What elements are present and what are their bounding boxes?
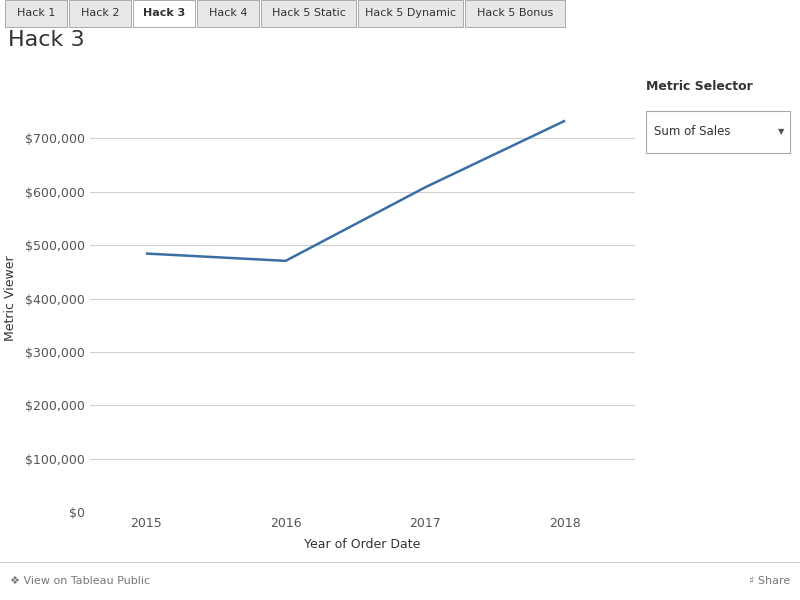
Text: Hack 5 Dynamic: Hack 5 Dynamic bbox=[365, 8, 456, 19]
Bar bbox=[197, 0, 259, 26]
Bar bbox=[5, 0, 67, 26]
Text: Hack 1: Hack 1 bbox=[17, 8, 55, 19]
Y-axis label: Metric Viewer: Metric Viewer bbox=[4, 256, 17, 341]
Bar bbox=[465, 0, 565, 26]
Text: Hack 2: Hack 2 bbox=[81, 8, 119, 19]
Text: ♯ Share: ♯ Share bbox=[749, 576, 790, 586]
Bar bbox=[133, 0, 195, 26]
Text: Hack 3: Hack 3 bbox=[8, 30, 85, 50]
Text: Hack 5 Static: Hack 5 Static bbox=[271, 8, 346, 19]
Bar bbox=[261, 0, 356, 26]
Bar bbox=[646, 111, 790, 153]
Bar bbox=[69, 0, 131, 26]
Text: Hack 5 Bonus: Hack 5 Bonus bbox=[477, 8, 553, 19]
Text: ▼: ▼ bbox=[778, 127, 784, 136]
Text: Hack 4: Hack 4 bbox=[209, 8, 247, 19]
Text: Hack 3: Hack 3 bbox=[143, 8, 185, 19]
Text: Sum of Sales: Sum of Sales bbox=[654, 125, 730, 138]
Text: Metric Selector: Metric Selector bbox=[646, 80, 753, 93]
X-axis label: Year of Order Date: Year of Order Date bbox=[304, 538, 421, 551]
Bar bbox=[358, 0, 463, 26]
Text: ❖ View on Tableau Public: ❖ View on Tableau Public bbox=[10, 576, 150, 586]
